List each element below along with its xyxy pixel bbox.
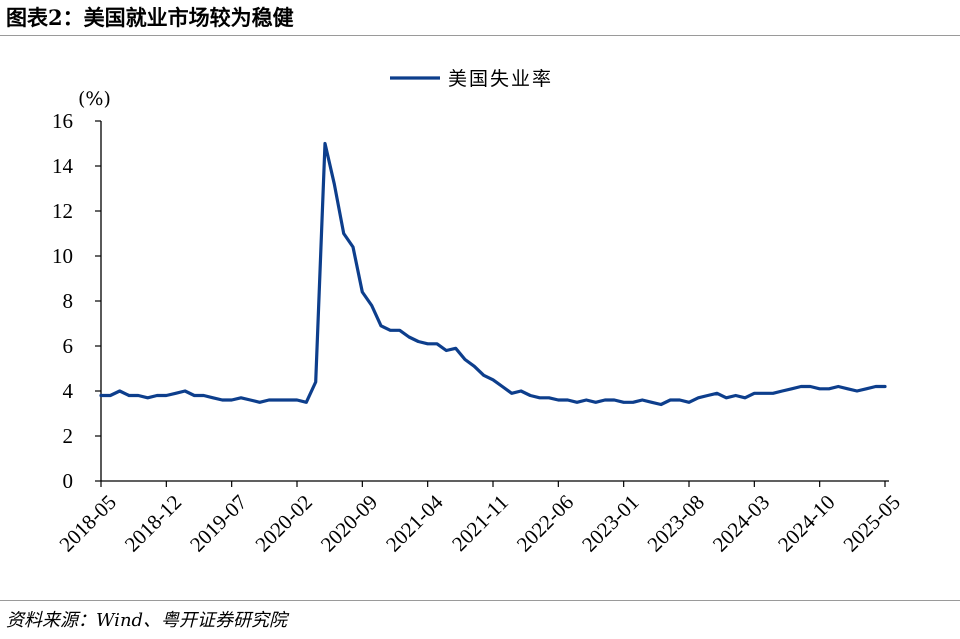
legend-label: 美国失业率 xyxy=(448,68,553,90)
x-tick-label: 2024-03 xyxy=(708,490,774,556)
y-tick-label: 8 xyxy=(63,289,74,313)
y-tick-label: 6 xyxy=(63,334,74,358)
x-tick-label: 2025-05 xyxy=(838,490,904,556)
legend: 美国失业率 xyxy=(390,68,553,90)
x-tick-label: 2020-09 xyxy=(316,490,382,556)
x-tick-label: 2018-05 xyxy=(54,490,120,556)
y-axis-unit-label: (%) xyxy=(78,88,111,110)
x-tick-label: 2022-06 xyxy=(512,490,578,556)
x-tick-label: 2023-01 xyxy=(577,490,643,556)
y-tick-label: 2 xyxy=(63,424,74,448)
figure-title: 图表2：美国就业市场较为稳健 xyxy=(6,5,294,30)
x-tick-label: 2023-08 xyxy=(642,490,708,556)
x-tick-label: 2020-02 xyxy=(250,490,316,556)
x-tick-label: 2019-07 xyxy=(185,490,251,556)
chart-axes xyxy=(100,121,889,482)
x-tick-label: 2018-12 xyxy=(120,490,186,556)
y-tick-label: 10 xyxy=(52,244,73,268)
source-note: 资料来源：Wind、粤开证券研究院 xyxy=(6,610,288,631)
x-tick-label: 2024-10 xyxy=(773,490,839,556)
series-line-unemployment-rate xyxy=(99,141,887,407)
y-tick-label: 16 xyxy=(52,109,73,133)
top-divider xyxy=(0,35,960,36)
y-axis-ticks: 0 2 4 6 8 10 12 14 16 xyxy=(52,109,101,493)
x-tick-label: 2021-04 xyxy=(381,490,448,557)
y-tick-label: 12 xyxy=(52,199,73,223)
x-tick-label: 2021-11 xyxy=(447,490,513,556)
y-tick-label: 14 xyxy=(52,154,74,178)
y-tick-label: 4 xyxy=(63,379,74,403)
bottom-divider xyxy=(0,600,960,601)
series-layer xyxy=(99,141,887,407)
y-tick-label: 0 xyxy=(63,469,74,493)
x-axis-ticks: 2018-052018-122019-072020-022020-092021-… xyxy=(54,481,905,557)
